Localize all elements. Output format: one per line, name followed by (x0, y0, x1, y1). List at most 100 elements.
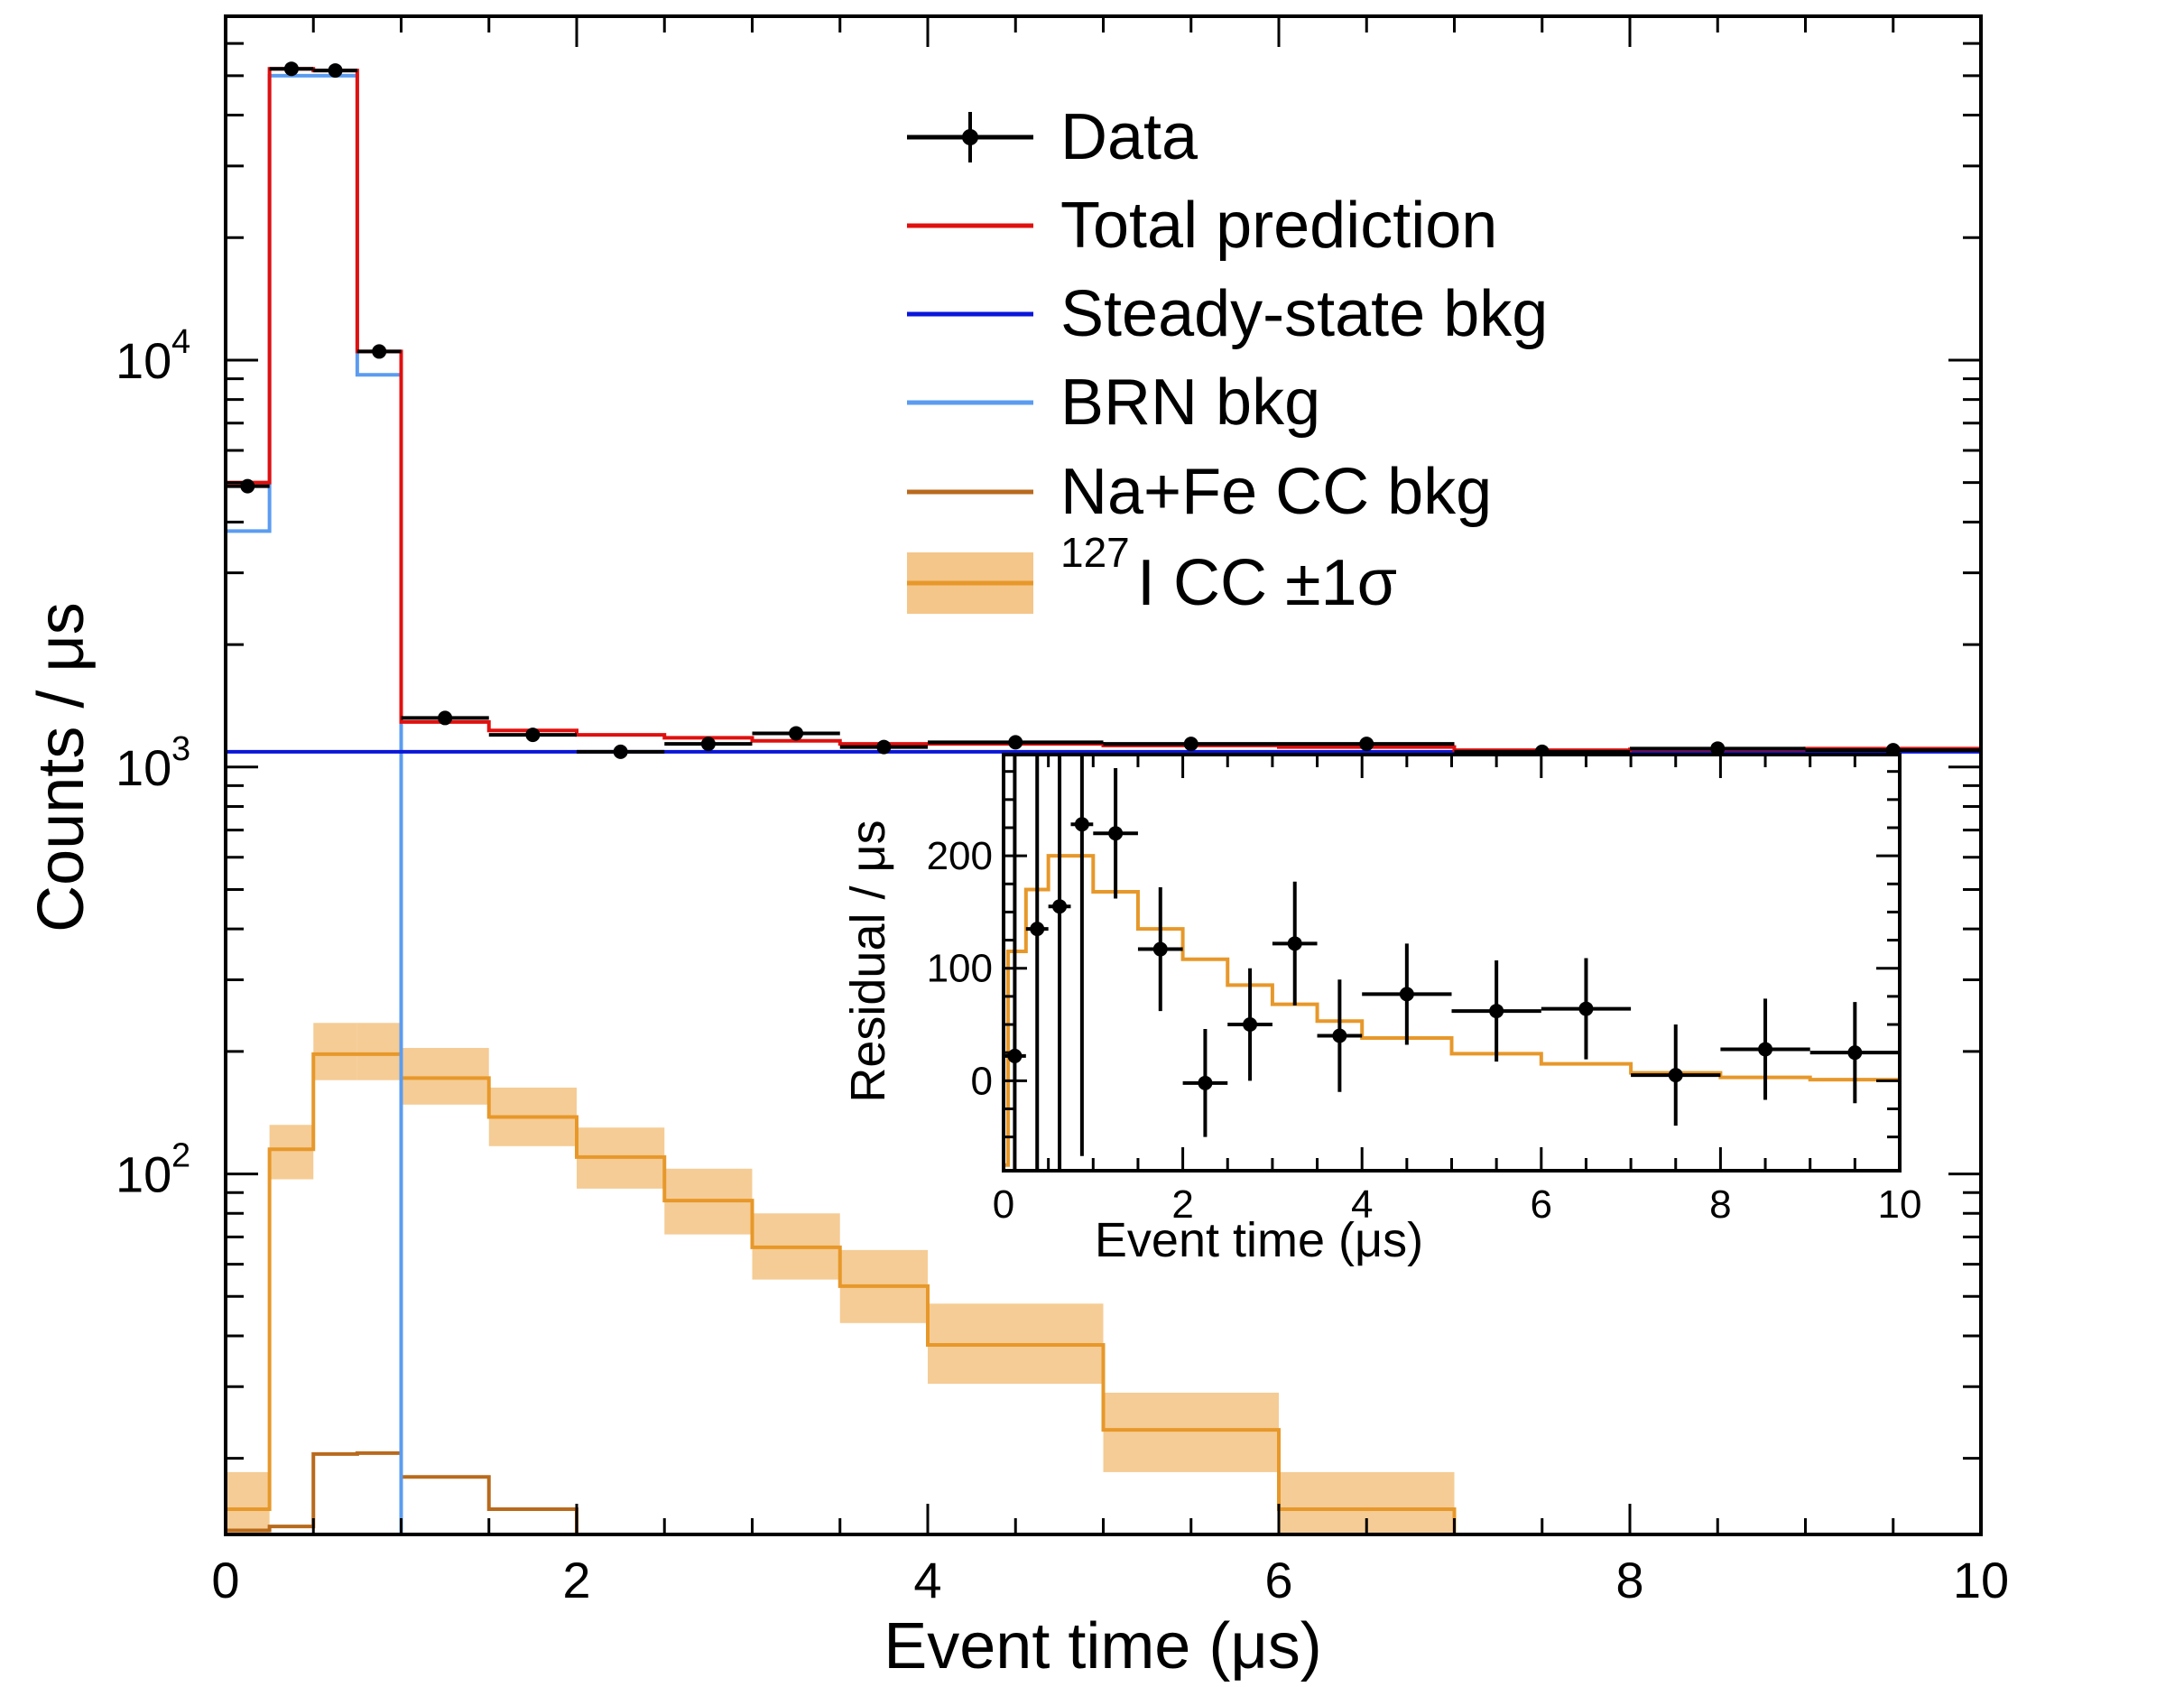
legend-label: Na+Fe CC bkg (1060, 456, 1492, 528)
data-point-marker (328, 63, 343, 79)
inset-x-tick-label: 8 (1709, 1182, 1731, 1227)
inset-x-axis-label: Event time (μs) (1095, 1213, 1423, 1267)
inset-data-point (1227, 968, 1272, 1081)
legend-item-icc: 127 I CC ±1σ (907, 529, 1397, 619)
inset-data-point (1541, 958, 1632, 1060)
y-tick-label-base: 10 (116, 1146, 171, 1203)
data-point-marker (1008, 735, 1023, 750)
inset-data-point (1362, 943, 1452, 1045)
legend-item-data: Data (907, 101, 1198, 173)
data-point (488, 728, 577, 743)
inset-data-point-marker (1243, 1017, 1258, 1033)
y-tick-label-base: 10 (116, 332, 171, 389)
data-point-marker (372, 344, 387, 359)
y-tick-label-exponent: 3 (171, 730, 190, 768)
inset-y-tick-label: 200 (927, 834, 993, 878)
inset-plot-area (1004, 755, 1900, 1171)
icc-band-bin (269, 1125, 314, 1180)
inset-data-point (1631, 1024, 1721, 1126)
inset-data-point-marker (1489, 1004, 1504, 1019)
data-point-marker (525, 728, 541, 743)
icc-line (226, 1052, 1981, 1534)
inset-data-point (1093, 767, 1138, 899)
inset-data-point (1048, 755, 1071, 1171)
y-axis-label: Counts / μs (25, 602, 97, 932)
data-point (1630, 741, 1806, 756)
inset-data-point-marker (1668, 1068, 1683, 1083)
inset-icc-line (1004, 854, 1900, 1167)
inset-y-tick-label: 100 (927, 947, 993, 991)
legend-label: Data (1060, 101, 1198, 173)
x-tick-label: 8 (1615, 1552, 1643, 1608)
inset-x-tick-label: 4 (1351, 1182, 1373, 1227)
data-point (1279, 737, 1455, 752)
data-point-marker (876, 739, 892, 755)
inset-data-point-marker (1578, 1001, 1594, 1016)
y-tick-label: 10 2 (116, 1137, 190, 1203)
x-tick-label: 6 (1264, 1552, 1292, 1608)
legend-item-nafe: Na+Fe CC bkg (907, 456, 1492, 528)
inset-y-tick-label: 0 (971, 1059, 993, 1103)
inset-data-point-marker (1007, 1048, 1023, 1063)
brn-line (226, 73, 1981, 1534)
inset-data-point-marker (1152, 941, 1168, 957)
legend-label-superscript: 127 (1060, 529, 1130, 576)
icc-band-bin (226, 1471, 270, 1534)
data-point (226, 478, 270, 494)
data-point (269, 61, 314, 77)
inset-x-tick-label: 0 (993, 1182, 1014, 1227)
data-point (401, 710, 489, 726)
data-point (356, 344, 402, 359)
legend-label: I CC ±1σ (1137, 547, 1397, 619)
inset-data-point (1272, 881, 1318, 1006)
inset-data-point-marker (1074, 817, 1089, 832)
inset-data-point-marker (1108, 826, 1124, 841)
inset-data-point (1137, 887, 1183, 1012)
legend: Data Total prediction Steady-state bkg BRN … (907, 101, 1548, 619)
data-point-marker (438, 710, 453, 726)
data-point (839, 739, 928, 755)
data-point (1103, 737, 1279, 752)
data-point (577, 744, 665, 759)
data-point (752, 726, 840, 741)
data-point-marker (1359, 737, 1374, 752)
legend-swatch-marker (962, 129, 978, 145)
inset-data-point-marker (1052, 899, 1068, 914)
inset-data-point (1070, 755, 1094, 1156)
data-point-marker (283, 61, 299, 77)
x-tick-label: 0 (211, 1552, 239, 1608)
data-point-marker (789, 726, 804, 741)
inset-data-point (1720, 998, 1810, 1100)
data-point-marker (240, 478, 255, 494)
y-tick-label: 10 3 (116, 730, 190, 796)
icc-band-bin (313, 1023, 357, 1080)
data-point-marker (1710, 741, 1726, 756)
legend-label: Total prediction (1060, 190, 1497, 262)
inset-x-tick-label: 2 (1171, 1182, 1193, 1227)
legend-label: Steady-state bkg (1060, 278, 1548, 350)
inset-data-point (1025, 755, 1049, 1171)
inset-data-point (1182, 1029, 1228, 1137)
y-tick-label-exponent: 4 (171, 323, 190, 361)
inset-data-point-marker (1847, 1045, 1863, 1061)
x-tick-label: 2 (562, 1552, 590, 1608)
inset-data-point-marker (1287, 936, 1302, 951)
data-point-marker (1183, 737, 1198, 752)
legend-item-steady: Steady-state bkg (907, 278, 1548, 350)
inset-data-point (1317, 979, 1363, 1092)
legend-label: BRN bkg (1060, 366, 1320, 439)
y-tick-label-base: 10 (116, 739, 171, 796)
icc-band-bin (1103, 1392, 1279, 1472)
inset-data-point-marker (1399, 987, 1414, 1002)
icc-band-bin (356, 1023, 402, 1080)
y-tick-label-exponent: 2 (171, 1137, 190, 1175)
x-tick-label: 4 (913, 1552, 941, 1608)
inset-x-tick-label: 6 (1531, 1182, 1552, 1227)
inset-background (1004, 755, 1900, 1171)
inset-data-point-marker (1758, 1042, 1773, 1057)
legend-item-total: Total prediction (907, 190, 1497, 262)
data-point (928, 735, 1104, 750)
inset-data-point (1809, 1002, 1900, 1104)
